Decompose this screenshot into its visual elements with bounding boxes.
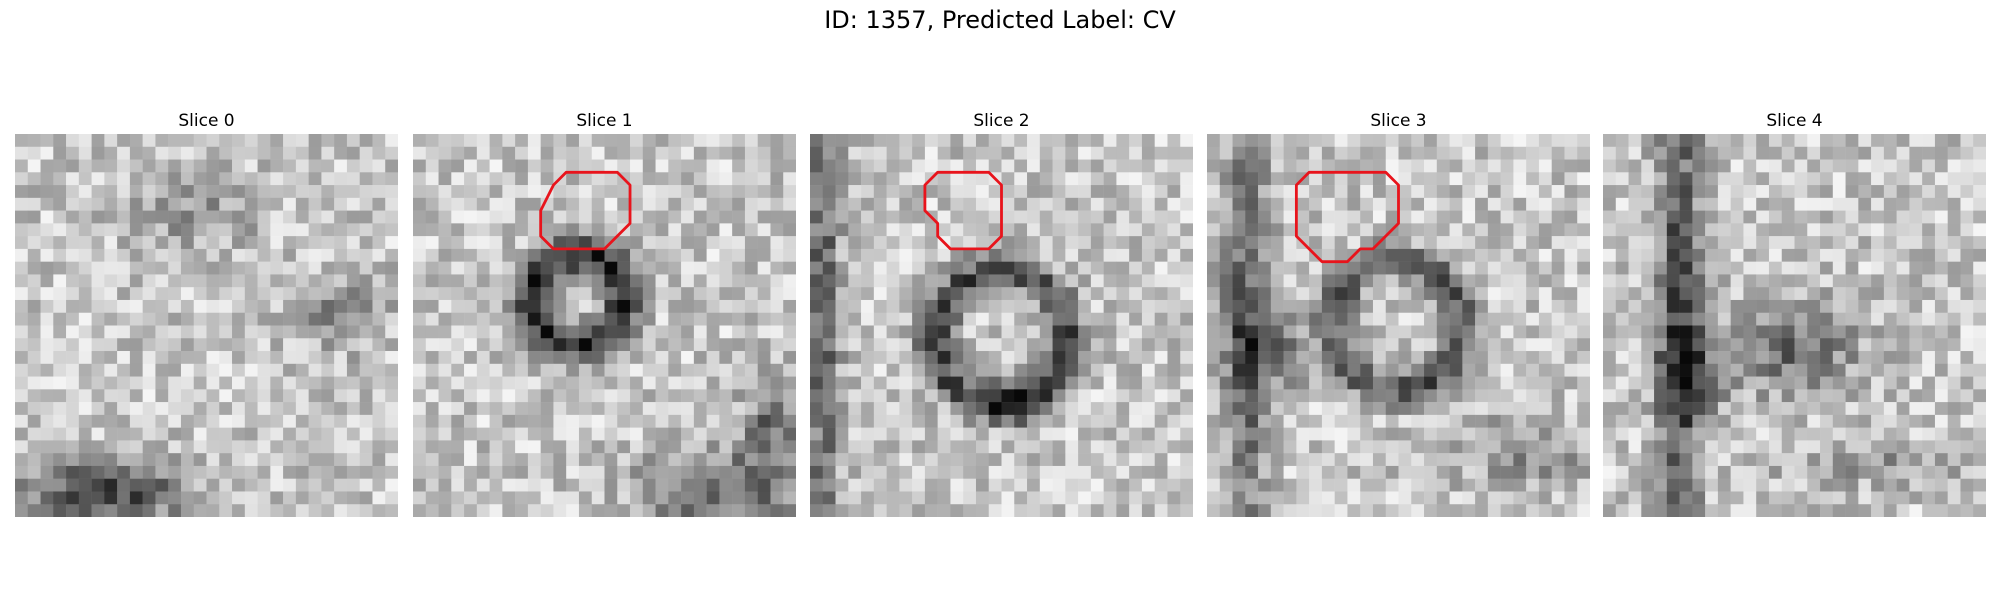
slice-image-4: [1603, 134, 1986, 517]
slice-panel-1: Slice 1: [413, 108, 796, 517]
slice-panel-4: Slice 4: [1603, 108, 1986, 517]
segmentation-outline: [539, 170, 632, 251]
slice-image-0: [15, 134, 398, 517]
segmentation-outline: [1294, 170, 1400, 264]
slice-panel-0: Slice 0: [15, 108, 398, 517]
slice-image-2: [810, 134, 1193, 517]
segmentation-outline: [923, 170, 1003, 251]
slice-panel-2: Slice 2: [810, 108, 1193, 517]
slice-title: Slice 0: [178, 111, 235, 131]
figure-title: ID: 1357, Predicted Label: CV: [824, 6, 1176, 34]
slice-title: Slice 4: [1766, 111, 1823, 131]
slice-title: Slice 1: [576, 111, 633, 131]
slice-image-1: [413, 134, 796, 517]
slice-title: Slice 3: [1370, 111, 1427, 131]
slice-panel-3: Slice 3: [1207, 108, 1590, 517]
slice-image-3: [1207, 134, 1590, 517]
slice-title: Slice 2: [973, 111, 1030, 131]
